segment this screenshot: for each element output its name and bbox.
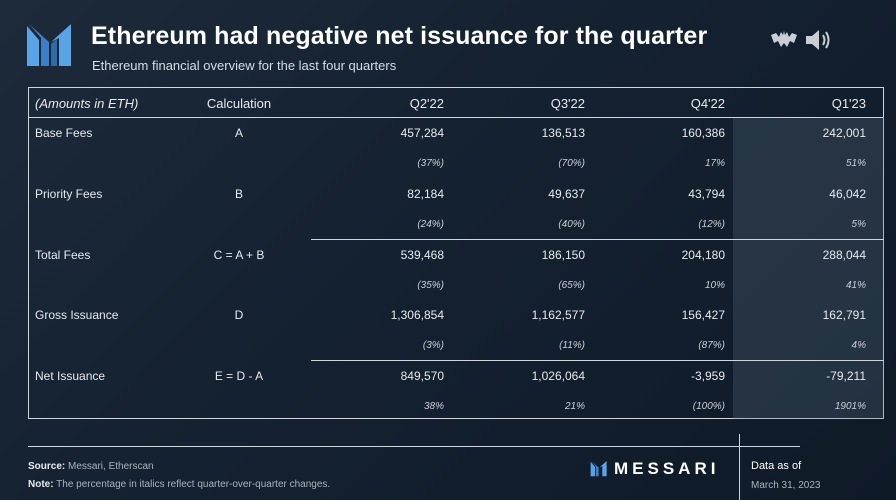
table-pct: (70%) bbox=[558, 158, 585, 169]
table-pct: 38% bbox=[423, 401, 444, 412]
table-pct: (35%) bbox=[417, 280, 444, 291]
messari-logo-icon bbox=[27, 24, 71, 66]
table-pct: (100%) bbox=[692, 401, 725, 412]
header-q2-22: Q2'22 bbox=[409, 96, 444, 111]
table-pct: 4% bbox=[851, 340, 866, 351]
row-label-net-issuance: Net Issuance bbox=[35, 369, 106, 383]
table-pct: (65%) bbox=[558, 280, 585, 291]
bat-icon bbox=[771, 31, 797, 47]
table-cell: 457,284 bbox=[400, 126, 444, 140]
table-cell: 82,184 bbox=[407, 187, 444, 201]
table-pct: 21% bbox=[564, 401, 585, 412]
financial-table: (Amounts in ETH) Calculation Q2'22 Q3'22… bbox=[28, 87, 884, 419]
table-pct: (11%) bbox=[559, 340, 585, 351]
table-cell: 849,570 bbox=[400, 369, 444, 383]
table-pct: (87%) bbox=[698, 340, 725, 351]
table-pct: 17% bbox=[704, 158, 725, 169]
source-label: Source: bbox=[28, 461, 66, 472]
table-cell: 156,427 bbox=[681, 308, 725, 322]
subtotal-divider bbox=[311, 360, 884, 361]
header-divider bbox=[29, 117, 883, 118]
row-calc-gross-issuance: D bbox=[234, 308, 244, 322]
row-label-total-fees: Total Fees bbox=[35, 248, 91, 262]
table-cell: 1,162,577 bbox=[531, 308, 585, 322]
table-cell: -3,959 bbox=[690, 369, 725, 383]
table-cell: 49,637 bbox=[548, 187, 585, 201]
row-calc-base-fees: A bbox=[234, 126, 243, 140]
page-title: Ethereum had negative net issuance for t… bbox=[91, 22, 708, 50]
row-label-priority-fees: Priority Fees bbox=[35, 187, 103, 201]
data-as-of-date: March 31, 2023 bbox=[751, 480, 821, 491]
table-cell: 136,513 bbox=[541, 126, 585, 140]
note-value: The percentage in italics reflect quarte… bbox=[56, 479, 331, 490]
table-cell: 186,150 bbox=[541, 248, 585, 262]
row-label-gross-issuance: Gross Issuance bbox=[35, 308, 119, 322]
table-cell: -79,211 bbox=[826, 369, 866, 383]
table-pct: (12%) bbox=[698, 219, 725, 230]
table-pct: 51% bbox=[845, 158, 866, 169]
table-pct: (3%) bbox=[422, 340, 444, 351]
row-calc-total-fees: C = A + B bbox=[213, 248, 265, 262]
brand-wordmark: MESSARI bbox=[614, 459, 720, 478]
header-q4-22: Q4'22 bbox=[690, 96, 725, 111]
header-q3-22: Q3'22 bbox=[550, 96, 585, 111]
table-cell: 242,001 bbox=[822, 126, 866, 140]
table-cell: 1,306,854 bbox=[390, 308, 444, 322]
header-q1-23: Q1'23 bbox=[831, 96, 866, 111]
table-pct: 41% bbox=[845, 280, 866, 291]
table-pct: (24%) bbox=[417, 219, 444, 230]
table-cell: 1,026,064 bbox=[531, 369, 585, 383]
table-cell: 204,180 bbox=[681, 248, 725, 262]
row-label-base-fees: Base Fees bbox=[35, 126, 93, 140]
table-cell: 288,044 bbox=[822, 248, 866, 262]
table-pct: 10% bbox=[704, 280, 725, 291]
row-calc-priority-fees: B bbox=[234, 187, 243, 201]
table-pct: (37%) bbox=[417, 158, 444, 169]
footer-divider bbox=[28, 446, 800, 447]
table-pct: 1901% bbox=[834, 401, 866, 412]
table-cell: 162,791 bbox=[822, 308, 866, 322]
table-cell: 539,468 bbox=[400, 248, 444, 262]
table-pct: 5% bbox=[851, 219, 866, 230]
footer-vertical-divider bbox=[739, 434, 740, 500]
note-text: Note: The percentage in italics reflect … bbox=[28, 479, 330, 490]
table-pct: (40%) bbox=[558, 219, 585, 230]
table-cell: 46,042 bbox=[829, 187, 866, 201]
messari-brand: MESSARI bbox=[590, 459, 719, 479]
header-amounts: (Amounts in ETH) bbox=[35, 96, 139, 111]
speaker-icon bbox=[806, 30, 830, 50]
data-as-of-label: Data as of bbox=[751, 460, 802, 472]
messari-mark-icon bbox=[590, 461, 607, 477]
table-cell: 43,794 bbox=[688, 187, 725, 201]
source-text: Source: Messari, Etherscan bbox=[28, 461, 154, 472]
source-value: Messari, Etherscan bbox=[68, 461, 154, 472]
page-subtitle: Ethereum financial overview for the last… bbox=[92, 58, 397, 73]
note-label: Note: bbox=[28, 479, 54, 490]
row-calc-net-issuance: E = D - A bbox=[214, 369, 264, 383]
q1-column-highlight bbox=[733, 117, 884, 419]
header-calculation: Calculation bbox=[206, 96, 272, 111]
table-cell: 160,386 bbox=[681, 126, 725, 140]
subtotal-divider bbox=[311, 239, 884, 240]
